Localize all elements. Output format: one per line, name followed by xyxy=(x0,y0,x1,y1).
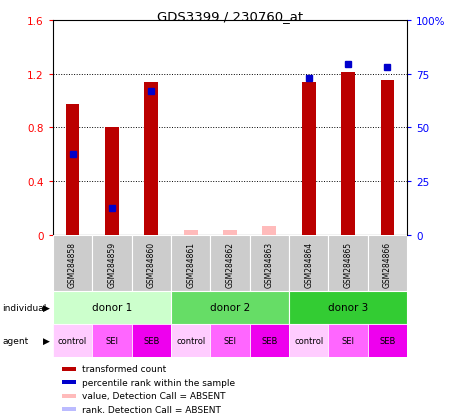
Text: GSM284865: GSM284865 xyxy=(343,241,352,287)
Text: control: control xyxy=(58,336,87,345)
Text: SEI: SEI xyxy=(223,336,236,345)
Bar xyxy=(262,226,276,235)
Text: ▶: ▶ xyxy=(43,336,50,345)
Text: GSM284862: GSM284862 xyxy=(225,242,234,287)
Text: individual: individual xyxy=(2,303,46,312)
Text: SEI: SEI xyxy=(105,336,118,345)
Text: percentile rank within the sample: percentile rank within the sample xyxy=(81,378,234,387)
Bar xyxy=(249,324,288,357)
Text: SEB: SEB xyxy=(261,336,277,345)
Bar xyxy=(301,83,315,235)
Text: transformed count: transformed count xyxy=(81,365,166,373)
Text: rank, Detection Call = ABSENT: rank, Detection Call = ABSENT xyxy=(81,405,220,413)
Bar xyxy=(53,291,171,324)
Text: GSM284866: GSM284866 xyxy=(382,241,391,287)
Bar xyxy=(171,324,210,357)
Text: GSM284859: GSM284859 xyxy=(107,241,116,287)
Text: GSM284864: GSM284864 xyxy=(303,241,313,287)
Bar xyxy=(105,128,118,235)
Bar xyxy=(131,324,171,357)
Bar xyxy=(223,230,236,235)
Bar xyxy=(249,235,288,291)
Text: SEI: SEI xyxy=(341,336,354,345)
Text: donor 1: donor 1 xyxy=(92,303,132,313)
Bar xyxy=(367,235,406,291)
Text: control: control xyxy=(293,336,323,345)
Bar xyxy=(53,235,92,291)
Bar xyxy=(328,235,367,291)
Bar xyxy=(328,324,367,357)
Text: GSM284863: GSM284863 xyxy=(264,241,273,287)
Text: value, Detection Call = ABSENT: value, Detection Call = ABSENT xyxy=(81,392,224,400)
Text: ▶: ▶ xyxy=(43,303,50,312)
Bar xyxy=(131,235,171,291)
Bar xyxy=(171,235,210,291)
Bar xyxy=(210,235,249,291)
Bar xyxy=(53,324,92,357)
Text: SEB: SEB xyxy=(143,336,159,345)
Text: GSM284858: GSM284858 xyxy=(68,242,77,287)
Text: donor 3: donor 3 xyxy=(327,303,367,313)
Text: GSM284860: GSM284860 xyxy=(146,241,156,287)
Bar xyxy=(288,291,406,324)
Bar xyxy=(288,324,328,357)
Bar xyxy=(341,73,354,235)
Bar xyxy=(62,380,75,384)
Bar xyxy=(144,83,158,235)
Text: agent: agent xyxy=(2,336,28,345)
Bar xyxy=(62,407,75,411)
Bar xyxy=(183,230,197,235)
Bar xyxy=(62,367,75,371)
Bar xyxy=(367,324,406,357)
Bar xyxy=(92,235,131,291)
Bar xyxy=(92,324,131,357)
Text: SEB: SEB xyxy=(378,336,395,345)
Text: GSM284861: GSM284861 xyxy=(186,242,195,287)
Bar xyxy=(171,291,288,324)
Bar xyxy=(62,394,75,398)
Bar xyxy=(210,324,249,357)
Text: donor 2: donor 2 xyxy=(209,303,250,313)
Text: control: control xyxy=(176,336,205,345)
Bar xyxy=(288,235,328,291)
Bar xyxy=(380,81,393,235)
Bar xyxy=(66,105,79,235)
Text: GDS3399 / 230760_at: GDS3399 / 230760_at xyxy=(157,10,302,23)
